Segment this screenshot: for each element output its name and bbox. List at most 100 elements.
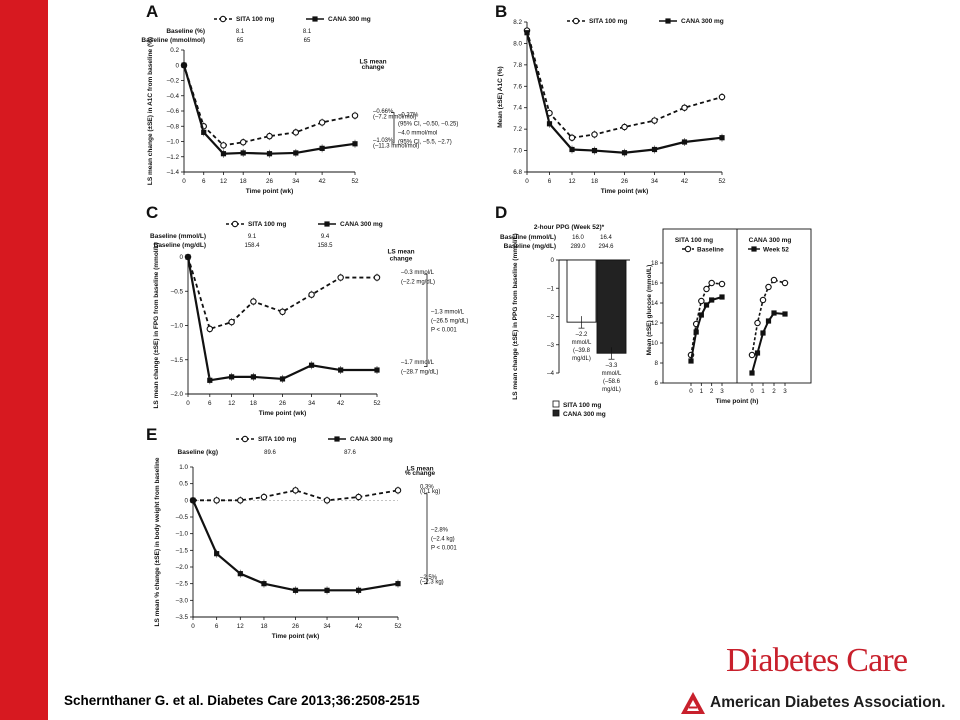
ada-name: American Diabetes Association.: [710, 694, 946, 711]
legend-label: Baseline: [697, 247, 724, 254]
legend-label: SITA 100 mg: [236, 16, 274, 23]
bar-value-label: mmol/L: [572, 340, 592, 346]
data-point: [323, 497, 331, 504]
data-point: [308, 291, 315, 298]
data-point: [319, 145, 325, 151]
y-tick-label: –2: [547, 314, 555, 321]
data-point: [260, 493, 268, 501]
y-tick-label: –2.0: [171, 391, 184, 398]
x-axis-label: Time point (wk): [601, 188, 649, 195]
x-tick-label: 3: [720, 388, 724, 395]
y-tick-label: 10: [651, 340, 659, 347]
ada-logo: American Diabetes Association.: [680, 690, 945, 716]
data-point: [651, 117, 658, 124]
end-label: (–2.2 mg/dL): [401, 280, 435, 286]
y-tick-label: –2.0: [176, 564, 189, 571]
comparison-text: (–2.4 kg): [431, 537, 455, 543]
y-tick-label: 8.0: [513, 40, 522, 47]
baseline-value: 16.0: [572, 235, 584, 241]
x-tick-label: 0: [689, 388, 693, 395]
baseline-value: 8.1: [236, 29, 245, 35]
legend-label: SITA 100 mg: [258, 436, 296, 443]
data-point: [338, 367, 344, 373]
comparison-bracket: [424, 273, 428, 368]
x-tick-label: 42: [337, 400, 345, 407]
baseline-value: 9.4: [321, 234, 330, 240]
x-tick-label: 18: [250, 400, 258, 407]
data-point: [524, 30, 530, 36]
end-label: 0.3%: [420, 484, 434, 490]
end-label: –0.66%: [373, 109, 394, 115]
baseline-value: 294.6: [598, 244, 614, 250]
y-axis-label: LS mean change (±SE) in PPG from baselin…: [512, 233, 519, 399]
baseline-label: Baseline (mmol/mol): [141, 37, 205, 44]
legend-marker: [219, 15, 227, 23]
y-tick-label: –0.2: [167, 78, 180, 85]
data-point: [261, 581, 267, 587]
legend-marker: [665, 18, 671, 24]
legend-swatch: [552, 409, 560, 417]
data-point: [708, 279, 715, 287]
y-tick-label: –4: [547, 370, 555, 377]
x-tick-label: 1: [700, 388, 704, 395]
x-tick-label: 34: [308, 400, 316, 407]
y-tick-label: 12: [651, 320, 659, 327]
panel-letter-e: E: [146, 425, 157, 444]
legend-marker: [324, 221, 330, 227]
y-tick-label: 7.8: [513, 62, 522, 69]
x-tick-label: 2: [710, 388, 714, 395]
x-tick-label: 0: [186, 400, 190, 407]
x-axis-label: Time point (wk): [259, 410, 307, 417]
bar-value-label: mg/dL): [572, 356, 591, 362]
y-tick-label: 8.2: [513, 19, 522, 26]
data-point: [237, 497, 244, 504]
y-tick-label: –3.0: [176, 597, 189, 604]
x-tick-label: 26: [621, 178, 629, 185]
data-point: [337, 274, 344, 281]
y-axis-label: Mean (±SE) glucose (mmol/L): [646, 265, 653, 356]
data-point: [754, 319, 761, 327]
bar-value-label: (–39.8: [573, 348, 591, 354]
data-point: [394, 487, 402, 494]
y-axis-label: LS mean change (±SE) in FPG from baselin…: [153, 242, 160, 408]
panel-letter-b: B: [495, 2, 507, 21]
y-tick-label: –1: [547, 285, 555, 292]
data-point: [279, 376, 286, 382]
end-label: change: [362, 64, 385, 71]
data-point: [292, 129, 300, 136]
data-point: [324, 587, 330, 593]
legend-label: CANA 300 mg: [350, 436, 393, 443]
data-point: [591, 147, 598, 154]
y-tick-label: –2.5: [176, 581, 189, 588]
series-line-sita: [193, 489, 399, 502]
comparison-text: (95% CI, –5.5, –2.7): [398, 139, 452, 145]
end-label: (–28.7 mg/dL): [401, 369, 438, 375]
y-tick-label: 7.2: [513, 126, 522, 133]
data-point: [703, 302, 710, 308]
data-point: [318, 119, 326, 126]
data-point: [220, 151, 227, 157]
x-tick-label: 0: [525, 178, 529, 185]
data-point: [621, 123, 628, 131]
x-tick-label: 26: [279, 400, 287, 407]
legend-marker: [334, 436, 340, 442]
data-point: [373, 274, 381, 281]
legend-label: SITA 100 mg: [248, 221, 286, 228]
y-tick-label: 1.0: [179, 464, 188, 471]
x-tick-label: 6: [215, 623, 219, 630]
data-point: [591, 131, 598, 138]
panel-letter-c: C: [146, 203, 158, 222]
data-point: [718, 93, 726, 101]
end-label: LS mean: [406, 466, 433, 473]
data-point: [213, 497, 220, 504]
legend-marker: [572, 17, 580, 25]
x-axis-label: Time point (h): [716, 398, 759, 405]
data-point: [355, 493, 362, 501]
legend-swatch: [552, 400, 560, 408]
data-point: [698, 297, 705, 305]
x-tick-label: 18: [260, 623, 268, 630]
data-point: [214, 551, 220, 557]
baseline-label: Baseline (mmol/L): [500, 234, 556, 241]
end-label: (–2.3 kg): [420, 580, 444, 586]
end-label: (0.1 kg): [420, 489, 440, 495]
